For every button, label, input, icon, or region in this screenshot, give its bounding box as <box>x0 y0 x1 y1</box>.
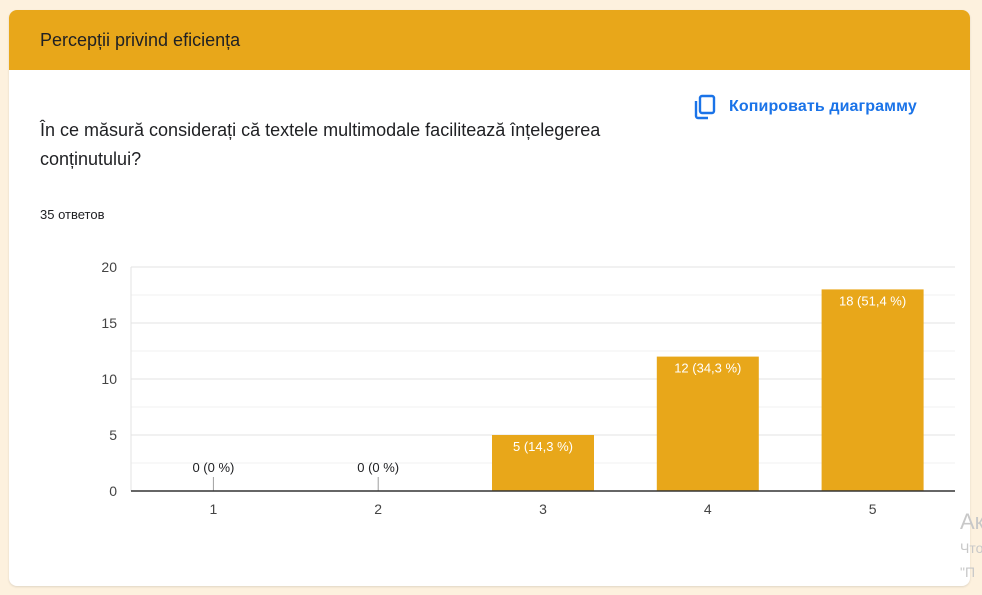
question-text: În ce măsură considerați că textele mult… <box>40 120 601 169</box>
y-tick-label: 15 <box>101 315 117 331</box>
copy-icon <box>693 94 717 120</box>
section-title: Percepții privind eficiența <box>40 29 241 50</box>
copy-chart-button[interactable]: Копировать диаграмму <box>693 94 917 120</box>
bar-value-label: 18 (51,4 %) <box>839 293 906 308</box>
question-card: Percepții privind eficiența În ce măsură… <box>9 10 970 586</box>
bar-value-label: 0 (0 %) <box>192 460 234 475</box>
bar <box>656 356 759 491</box>
x-tick-label: 5 <box>869 501 877 517</box>
bar <box>821 289 924 491</box>
bar-value-label: 5 (14,3 %) <box>513 439 573 454</box>
x-tick-label: 4 <box>704 501 712 517</box>
y-tick-label: 0 <box>109 483 117 499</box>
y-tick-label: 10 <box>101 371 117 387</box>
watermark-line-2: Что <box>960 540 982 556</box>
y-tick-label: 20 <box>101 259 117 275</box>
bar <box>492 435 594 491</box>
watermark-line-1: Ак <box>960 509 982 534</box>
y-tick-label: 5 <box>109 427 117 443</box>
x-tick-label: 2 <box>374 501 382 517</box>
bar-value-label: 0 (0 %) <box>357 460 399 475</box>
activation-watermark: Ак Что "П <box>960 508 982 584</box>
x-tick-label: 3 <box>539 501 547 517</box>
watermark-line-3: "П <box>960 564 976 580</box>
copy-chart-label: Копировать диаграмму <box>729 98 917 115</box>
section-header: Percepții privind eficiența <box>9 10 970 70</box>
response-count: 35 ответов <box>40 207 105 222</box>
x-tick-label: 1 <box>210 501 218 517</box>
bar-value-label: 12 (34,3 %) <box>674 361 741 376</box>
bar-chart: 0 5 10 15 20 0 (0 %) 1 0 (0 %) 2 5 (14,3 %) 3 12 (3… <box>101 259 955 517</box>
